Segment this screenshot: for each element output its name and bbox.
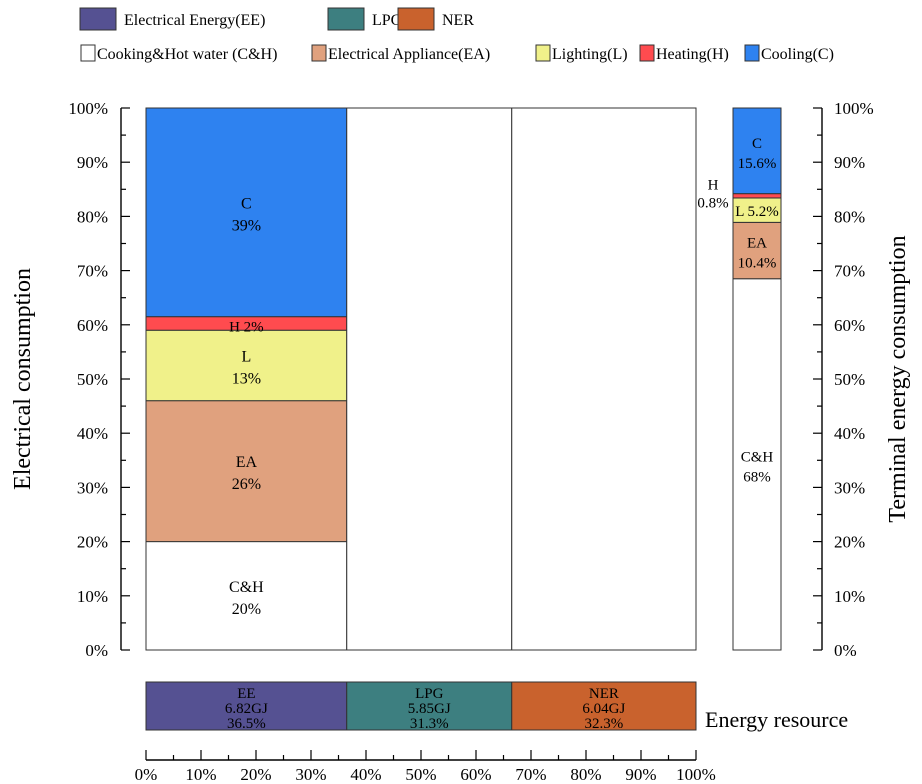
bottom-tick-label: 100% xyxy=(676,765,716,784)
left-tick-label: 60% xyxy=(77,316,108,335)
bottom-tick-label: 50% xyxy=(405,765,436,784)
terminal-label: H xyxy=(708,178,719,194)
terminal-value: 10.4% xyxy=(738,256,777,272)
left-axis-title: Electrical consumption xyxy=(10,268,36,490)
legend2-swatch-1 xyxy=(311,44,327,62)
bottom-tick-label: 20% xyxy=(240,765,271,784)
right-tick-label: 40% xyxy=(834,424,865,443)
electrical-value: 20% xyxy=(232,601,261,618)
legend-label-0: Electrical Energy(EE) xyxy=(124,12,265,29)
right-axis-title: Terminal energy consumption xyxy=(885,235,911,522)
left-tick-label: 30% xyxy=(77,478,108,497)
resource-share: 31.3% xyxy=(410,716,449,732)
resource-column-ner xyxy=(511,107,697,651)
terminal-segment-c xyxy=(732,107,782,195)
left-tick-label: 20% xyxy=(77,533,108,552)
legend-swatch-0 xyxy=(79,7,117,31)
left-tick-label: 100% xyxy=(68,99,108,118)
electrical-segment-ea xyxy=(145,400,348,543)
terminal-label: EA xyxy=(747,236,767,252)
resource-name: NER xyxy=(589,686,619,702)
right-tick-label: 30% xyxy=(834,478,865,497)
legend2-swatch-3 xyxy=(639,44,655,62)
electrical-label: C xyxy=(241,195,252,212)
terminal-segment-h xyxy=(732,193,782,199)
resource-segment-lpg xyxy=(346,681,513,731)
legend2-swatch-4 xyxy=(744,44,760,62)
right-tick-label: 0% xyxy=(834,641,857,660)
right-tick-label: 90% xyxy=(834,153,865,172)
left-tick-label: 70% xyxy=(77,262,108,281)
legend2-label-3: Heating(H) xyxy=(656,46,729,63)
right-tick-label: 100% xyxy=(834,99,874,118)
resource-share: 32.3% xyxy=(585,716,624,732)
legend-label-1: LPG xyxy=(372,12,403,29)
electrical-segment-ch xyxy=(145,541,348,651)
left-tick-label: 40% xyxy=(77,424,108,443)
bottom-tick-label: 70% xyxy=(515,765,546,784)
terminal-segment-ch xyxy=(732,278,782,651)
resource-name: LPG xyxy=(415,686,444,702)
electrical-segment-l xyxy=(145,329,348,402)
legend2-label-1: Electrical Appliance(EA) xyxy=(328,46,490,63)
legend2-label-0: Cooking&Hot water (C&H) xyxy=(97,46,277,63)
bottom-tick-label: 60% xyxy=(460,765,491,784)
resource-column-lpg xyxy=(346,107,513,651)
bottom-axis-title: Energy resource xyxy=(705,707,848,732)
legend2-swatch-0 xyxy=(80,44,96,62)
left-tick-label: 90% xyxy=(77,153,108,172)
left-tick-label: 0% xyxy=(85,641,108,660)
bottom-tick-label: 30% xyxy=(295,765,326,784)
resource-name: EE xyxy=(237,686,255,702)
terminal-value: 15.6% xyxy=(738,156,777,172)
right-tick-label: 50% xyxy=(834,370,865,389)
legend2-label-2: Lighting(L) xyxy=(552,46,628,63)
right-tick-label: 80% xyxy=(834,207,865,226)
terminal-label: C&H xyxy=(741,449,774,465)
bottom-tick-label: 40% xyxy=(350,765,381,784)
bottom-tick-label: 0% xyxy=(135,765,158,784)
terminal-value: 0.8% xyxy=(697,196,728,212)
electrical-segment-c xyxy=(145,107,348,318)
legend-label-2: NER xyxy=(442,12,474,29)
left-tick-label: 10% xyxy=(77,587,108,606)
legend-swatch-2 xyxy=(397,7,435,31)
legend2-swatch-2 xyxy=(535,44,551,62)
electrical-value: 13% xyxy=(232,370,261,387)
terminal-label: C xyxy=(752,136,762,152)
right-tick-label: 20% xyxy=(834,533,865,552)
resource-energy: 6.82GJ xyxy=(225,701,268,717)
legend-swatch-1 xyxy=(327,7,365,31)
terminal-value: 68% xyxy=(743,469,771,485)
resource-energy: 6.04GJ xyxy=(582,701,625,717)
terminal-label: L 5.2% xyxy=(735,204,779,220)
resource-segment-ner xyxy=(511,681,697,731)
terminal-segment-l xyxy=(732,197,782,223)
right-tick-label: 10% xyxy=(834,587,865,606)
resource-energy: 5.85GJ xyxy=(408,701,451,717)
left-tick-label: 50% xyxy=(77,370,108,389)
electrical-label: C&H xyxy=(229,579,264,596)
electrical-label: L xyxy=(241,348,251,365)
legend2-label-4: Cooling(C) xyxy=(761,46,834,63)
bottom-tick-label: 80% xyxy=(570,765,601,784)
electrical-label: EA xyxy=(236,454,258,471)
terminal-segment-ea xyxy=(732,221,782,280)
resource-share: 36.5% xyxy=(227,716,266,732)
bottom-tick-label: 90% xyxy=(625,765,656,784)
right-tick-label: 60% xyxy=(834,316,865,335)
bottom-tick-label: 10% xyxy=(185,765,216,784)
right-tick-label: 70% xyxy=(834,262,865,281)
resource-segment-ee xyxy=(145,681,348,731)
left-tick-label: 80% xyxy=(77,207,108,226)
electrical-value: 39% xyxy=(232,217,261,234)
electrical-label: H 2% xyxy=(229,319,264,335)
electrical-value: 26% xyxy=(232,476,261,493)
